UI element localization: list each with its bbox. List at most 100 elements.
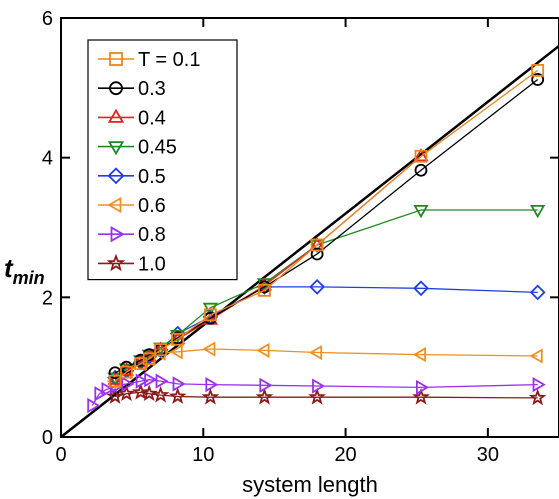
- data-point: [414, 149, 428, 163]
- data-point: [151, 385, 170, 403]
- data-point: [87, 397, 101, 414]
- data-point: [155, 373, 169, 389]
- data-point: [309, 279, 325, 295]
- legend-entry: 0.8: [98, 224, 166, 246]
- data-point: [140, 384, 158, 402]
- data-point: [310, 238, 324, 252]
- legend-marker: [109, 81, 123, 96]
- x-tick-label: 0: [55, 444, 66, 466]
- data-point: [106, 387, 124, 404]
- legend-entry: 0.6: [98, 195, 166, 217]
- series-line: [114, 348, 538, 382]
- data-point: [101, 381, 115, 398]
- reference-line: [61, 44, 559, 437]
- data-point: [308, 387, 326, 405]
- legend-marker: [110, 226, 125, 243]
- data-point: [413, 280, 429, 297]
- series-1: [108, 63, 545, 388]
- y-tick-label: 4: [42, 148, 53, 170]
- data-point: [135, 373, 149, 389]
- legend-entry: 1.0: [98, 253, 166, 275]
- data-point: [531, 73, 545, 86]
- series-8: [106, 383, 547, 406]
- data-point: [531, 63, 545, 77]
- y-axis-label: tmin: [4, 253, 45, 288]
- data-point: [120, 365, 133, 379]
- legend-label: 0.3: [138, 78, 166, 100]
- legend-label: 0.45: [138, 137, 177, 159]
- data-point: [256, 342, 270, 359]
- legend-entry: 0.4: [98, 107, 166, 129]
- data-point: [94, 386, 108, 402]
- legend-entry: 0.3: [98, 78, 166, 100]
- series-layer: [87, 63, 547, 414]
- series-line: [114, 391, 538, 399]
- data-point: [309, 344, 323, 361]
- x-axis-label: system length: [242, 472, 378, 497]
- data-point: [108, 374, 122, 388]
- legend-marker: [107, 108, 125, 123]
- data-point: [412, 346, 427, 363]
- data-point: [171, 332, 185, 346]
- reference-line-group: [61, 44, 559, 437]
- y-tick-label: 6: [42, 8, 53, 30]
- series-5: [107, 279, 546, 386]
- data-point: [529, 348, 543, 364]
- data-point: [118, 362, 135, 376]
- data-point: [413, 204, 429, 219]
- legend-label: 0.6: [138, 195, 166, 217]
- y-tick-label: 0: [42, 427, 53, 449]
- legend-marker: [109, 52, 123, 66]
- y-tick-label: 2: [42, 287, 53, 309]
- data-point: [532, 377, 546, 393]
- legend-label: 0.5: [138, 166, 166, 188]
- x-tick-label: 30: [477, 444, 499, 466]
- x-tick-label: 20: [334, 444, 356, 466]
- legend-marker: [107, 196, 122, 214]
- data-point: [259, 377, 273, 393]
- legend-label: 0.8: [138, 224, 166, 246]
- data-point: [154, 343, 168, 357]
- data-point: [412, 387, 430, 405]
- data-point: [153, 341, 169, 355]
- data-point: [172, 376, 186, 392]
- legend-marker: [107, 141, 125, 156]
- legend-marker: [107, 167, 125, 185]
- legend-label: 0.4: [138, 107, 166, 129]
- legend-label: T = 0.1: [138, 49, 200, 71]
- data-point: [415, 379, 430, 396]
- data-point: [168, 387, 187, 404]
- data-point: [309, 239, 325, 254]
- data-point: [144, 372, 158, 388]
- data-point: [131, 383, 150, 400]
- axes: 0 10 20 30 0 2 4 6: [42, 8, 559, 466]
- data-point: [202, 341, 216, 357]
- x-tick-label: 10: [192, 444, 214, 466]
- data-point: [203, 308, 217, 322]
- data-point: [530, 204, 546, 219]
- legend-label: 1.0: [138, 253, 166, 275]
- legend: T = 0.1 0.3 0.4 0.45 0.5 0.6 0.8 1.0: [87, 39, 238, 281]
- data-point: [117, 384, 136, 402]
- data-point: [310, 247, 324, 261]
- plot-frame: [60, 17, 559, 438]
- y-axis-label-sub: min: [13, 268, 45, 288]
- data-point: [142, 352, 156, 366]
- data-point: [201, 387, 220, 405]
- data-point: [529, 284, 546, 301]
- data-point: [528, 388, 547, 406]
- data-point: [121, 376, 135, 392]
- data-point: [414, 163, 428, 177]
- data-point: [413, 148, 429, 162]
- legend-entry: T = 0.1: [98, 49, 200, 71]
- data-point: [258, 283, 271, 297]
- legend-marker: [106, 253, 126, 272]
- data-point: [255, 387, 274, 405]
- data-point: [312, 378, 326, 394]
- data-point: [205, 377, 219, 393]
- legend-entry: 0.45: [98, 137, 177, 159]
- data-point: [169, 344, 183, 360]
- y-axis-label-main: t: [4, 253, 14, 283]
- legend-entry: 0.5: [98, 166, 166, 188]
